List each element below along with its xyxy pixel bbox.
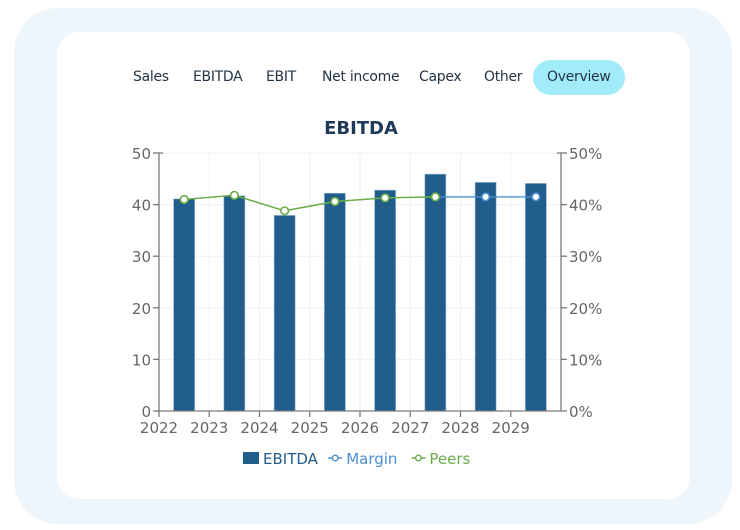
y-tick-label: 0 [141, 403, 151, 421]
chart-card [57, 32, 690, 499]
tab-net-income[interactable]: Net income [322, 69, 400, 85]
x-tick-label: 2022 [140, 419, 178, 437]
tab-capex[interactable]: Capex [419, 69, 462, 85]
point-peers [229, 190, 239, 200]
point-margin [481, 192, 491, 202]
y-tick-label: 10 [132, 351, 151, 369]
x-tick-label: 2027 [391, 419, 429, 437]
y-tick-label: 40 [132, 197, 151, 215]
y2-tick-label: 40% [569, 197, 602, 215]
bar-ebitda [525, 183, 547, 412]
y-tick-label: 50 [132, 145, 151, 163]
legend-label-margin[interactable]: Margin [346, 450, 397, 468]
tab-other[interactable]: Other [484, 69, 523, 85]
y2-tick-label: 0% [569, 403, 593, 421]
y2-tick-label: 20% [569, 300, 602, 318]
bar-ebitda [223, 195, 246, 412]
legend[interactable]: EBITDA Margin Peers [243, 450, 471, 468]
lines [179, 190, 541, 216]
y2-tick-label: 30% [569, 248, 602, 266]
legend-swatch-ebitda [243, 452, 259, 464]
point-margin [531, 192, 541, 202]
x-tick-label: 2023 [190, 419, 228, 437]
bar-ebitda [424, 173, 447, 412]
tab-ebit[interactable]: EBIT [266, 69, 296, 85]
axes: 0 10 20 30 40 50 0% 10% 20% 30% 40% 50% 2022 2023 2024… [132, 145, 602, 437]
x-tick-label: 2029 [492, 419, 530, 437]
bar-ebitda [173, 198, 195, 412]
chart-title: EBITDA [324, 118, 398, 139]
x-tick-label: 2026 [341, 419, 379, 437]
y2-tick-label: 50% [569, 145, 602, 163]
point-peers [380, 193, 390, 203]
point-peers [430, 192, 440, 202]
x-tick-label: 2025 [291, 419, 329, 437]
bar-ebitda [324, 192, 346, 412]
y-tick-label: 20 [132, 300, 151, 318]
x-tick-label: 2024 [240, 419, 278, 437]
x-tick-label: 2028 [441, 419, 479, 437]
y-tick-label: 30 [132, 248, 151, 266]
tab-overview[interactable]: Overview [533, 60, 625, 95]
legend-label-peers[interactable]: Peers [429, 450, 470, 468]
legend-marker-margin [331, 454, 339, 462]
point-peers [280, 206, 290, 216]
tab-bar: Sales EBITDA EBIT Net income Capex Other… [0, 60, 740, 96]
tab-ebitda[interactable]: EBITDA [193, 69, 243, 85]
bar-ebitda [474, 182, 497, 412]
legend-label-ebitda[interactable]: EBITDA [263, 450, 319, 468]
bar-ebitda [273, 215, 296, 412]
point-peers [179, 194, 189, 205]
tab-sales[interactable]: Sales [133, 69, 169, 85]
bars [173, 173, 547, 412]
bar-ebitda [374, 189, 396, 412]
y2-tick-label: 10% [569, 351, 602, 369]
point-peers [330, 196, 340, 207]
grid [159, 152, 561, 411]
legend-marker-peers [414, 454, 422, 462]
line-peers [184, 194, 436, 212]
